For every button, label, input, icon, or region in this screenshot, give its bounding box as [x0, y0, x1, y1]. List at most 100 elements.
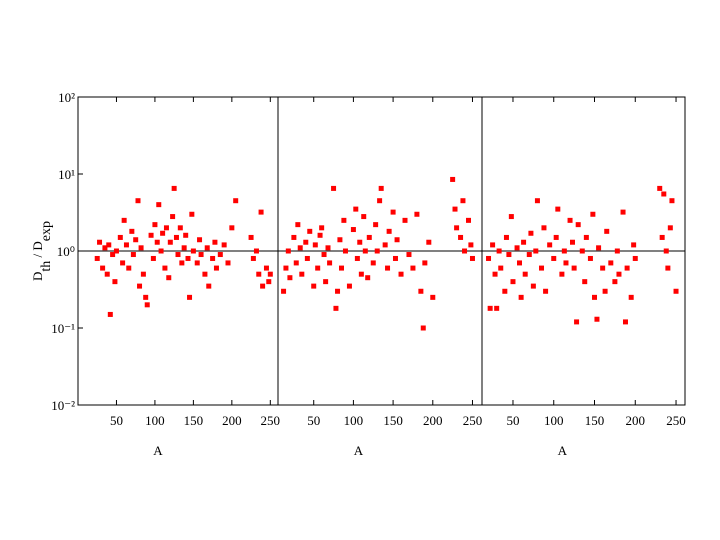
point [496, 248, 502, 254]
point [563, 260, 569, 266]
point [339, 265, 345, 271]
y-axis-label-subscript: exp [39, 221, 54, 241]
point [612, 279, 618, 285]
x-axis-label: A [354, 443, 364, 458]
point [382, 242, 388, 248]
point [508, 214, 514, 220]
point [297, 245, 303, 251]
point [579, 248, 585, 254]
point [592, 294, 598, 300]
point [163, 225, 169, 231]
point [177, 225, 183, 231]
point [120, 260, 126, 266]
point [350, 227, 356, 233]
point [547, 242, 553, 248]
point [521, 239, 527, 245]
point [361, 214, 367, 220]
point [121, 217, 127, 223]
point [321, 252, 327, 258]
point [217, 252, 223, 258]
x-tick-label: 250 [261, 413, 281, 428]
point [181, 245, 187, 251]
point [256, 271, 262, 277]
point [285, 248, 291, 254]
y-axis-label-part: / D [30, 241, 45, 261]
point [353, 206, 359, 212]
point [494, 305, 500, 311]
point [628, 294, 634, 300]
point [366, 234, 372, 240]
point [559, 271, 565, 277]
point [632, 255, 638, 261]
point [374, 248, 380, 254]
point [303, 239, 309, 245]
point [158, 248, 164, 254]
point [210, 255, 216, 261]
point [594, 316, 600, 322]
point [506, 252, 512, 258]
point [202, 271, 208, 277]
point [175, 252, 181, 258]
point [150, 255, 156, 261]
point [248, 234, 254, 240]
point [608, 260, 614, 266]
point [293, 260, 299, 266]
point [468, 242, 474, 248]
point [402, 217, 408, 223]
point [156, 202, 162, 208]
point [365, 275, 371, 281]
x-tick-label: 50 [506, 413, 519, 428]
point [291, 234, 297, 240]
point [514, 245, 520, 251]
point [571, 265, 577, 271]
point [469, 255, 475, 261]
point [587, 255, 593, 261]
point [551, 255, 557, 261]
point [185, 255, 191, 261]
point [596, 245, 602, 251]
point [143, 294, 149, 300]
x-tick-label: 50 [307, 413, 320, 428]
x-tick-label: 100 [145, 413, 165, 428]
point [144, 302, 150, 308]
point [342, 248, 348, 254]
point [390, 209, 396, 215]
point [138, 245, 144, 251]
point [534, 198, 540, 204]
x-tick-label: 250 [463, 413, 483, 428]
x-tick-label: 150 [585, 413, 605, 428]
point [213, 265, 219, 271]
y-axis-label-subscript: th [39, 261, 54, 272]
point [569, 239, 575, 245]
point [311, 283, 317, 289]
point [287, 275, 293, 281]
point [462, 248, 468, 254]
point [189, 211, 195, 217]
point [263, 265, 269, 271]
point [113, 248, 119, 254]
point [673, 288, 679, 294]
point [335, 288, 341, 294]
point [258, 209, 264, 215]
point [333, 305, 339, 311]
point [657, 185, 663, 191]
point [221, 242, 227, 248]
point [490, 242, 496, 248]
point [518, 294, 524, 300]
point [385, 265, 391, 271]
point [357, 239, 363, 245]
point [260, 283, 266, 289]
point [104, 271, 110, 277]
point [197, 237, 203, 243]
point [526, 252, 532, 258]
point [179, 260, 185, 266]
point [386, 228, 392, 234]
point [160, 230, 166, 236]
point [575, 222, 581, 228]
point [97, 239, 103, 245]
y-tick-label: 10⁰ [57, 244, 75, 259]
y-axis-label-part: D [30, 272, 45, 281]
point [307, 228, 313, 234]
point [137, 283, 143, 289]
point [600, 265, 606, 271]
